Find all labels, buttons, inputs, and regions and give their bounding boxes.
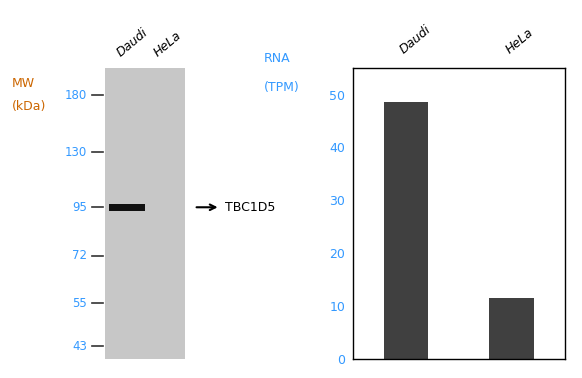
Text: HeLa: HeLa [503, 26, 536, 56]
Bar [105, 68, 185, 359]
Text: 72: 72 [72, 249, 87, 262]
Text: 130: 130 [65, 146, 87, 159]
Text: Daudi: Daudi [114, 26, 151, 59]
Text: MW: MW [12, 77, 35, 90]
Text: 95: 95 [72, 201, 87, 214]
Text: 55: 55 [72, 297, 87, 310]
Bar [109, 204, 146, 211]
Text: RNA: RNA [264, 52, 291, 65]
Text: HeLa: HeLa [151, 29, 184, 59]
Text: Daudi: Daudi [398, 23, 434, 56]
Text: 43: 43 [72, 340, 87, 353]
Text: TBC1D5: TBC1D5 [225, 201, 275, 214]
Text: (kDa): (kDa) [12, 100, 46, 113]
Text: 180: 180 [65, 88, 87, 102]
Bar [384, 102, 428, 359]
Text: (TPM): (TPM) [264, 81, 300, 94]
Bar [489, 298, 534, 359]
